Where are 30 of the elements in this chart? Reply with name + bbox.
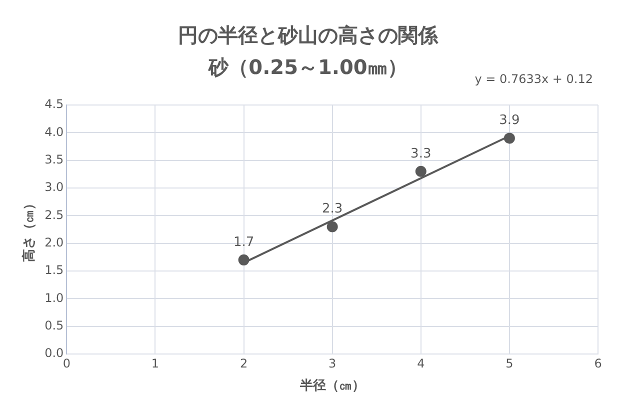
- chart-title: 円の半径と砂山の高さの関係: [178, 23, 439, 48]
- point: [326, 221, 338, 232]
- x-tick-label: 0: [62, 356, 71, 370]
- y-axis-title: 高さ（㎝）: [21, 197, 38, 262]
- point: [415, 166, 426, 177]
- y-tick-label: 3.0: [44, 180, 64, 194]
- y-tick-label: 2.0: [44, 235, 64, 250]
- y-tick-label: 3.5: [44, 152, 64, 166]
- x-tick-label: 5: [506, 356, 514, 370]
- y-tick-label: 0.5: [44, 318, 64, 332]
- x-tick-label: 1: [151, 356, 160, 370]
- data-label: 2.3: [322, 202, 343, 217]
- x-tick-label: 4: [417, 356, 425, 370]
- y-tick-label: 1.0: [44, 290, 64, 305]
- text: y = 0.7633x + 0.12: [474, 72, 593, 86]
- x-tick-label: 6: [594, 356, 602, 370]
- y-tick-label: 4.5: [44, 97, 64, 112]
- y-tick-label: 0.0: [44, 346, 64, 360]
- chart-subtitle: 砂（0.25～1.00㎜）: [208, 55, 408, 80]
- y-tick-label: 4.0: [44, 124, 64, 139]
- y-tick-label: 2.5: [44, 208, 64, 222]
- data-label: 1.7: [233, 234, 254, 250]
- x-tick-label: 2: [240, 356, 248, 370]
- point: [504, 132, 515, 144]
- x-axis-title: 半径（㎝）: [298, 378, 365, 394]
- x-tick-label: 3: [328, 356, 336, 370]
- data-label: 3.3: [410, 146, 432, 162]
- point: [238, 254, 250, 266]
- y-tick-label: 1.5: [44, 263, 64, 278]
- data-label: 3.9: [499, 113, 520, 128]
